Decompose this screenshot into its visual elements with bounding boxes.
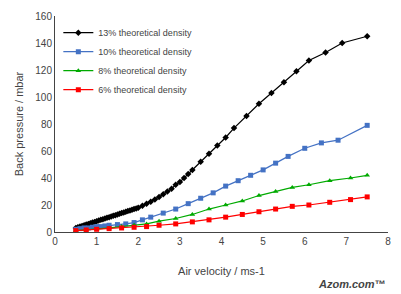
svg-text:5: 5 xyxy=(260,236,266,247)
svg-text:40: 40 xyxy=(41,173,53,184)
svg-text:4: 4 xyxy=(219,236,225,247)
svg-text:7: 7 xyxy=(344,236,350,247)
svg-text:60: 60 xyxy=(41,146,53,157)
svg-text:0: 0 xyxy=(52,236,58,247)
svg-text:3: 3 xyxy=(177,236,183,247)
svg-text:2: 2 xyxy=(135,236,141,247)
svg-text:8: 8 xyxy=(385,236,391,247)
svg-text:Azom.com™: Azom.com™ xyxy=(318,278,386,290)
svg-text:6% theoretical density: 6% theoretical density xyxy=(98,85,187,95)
svg-text:80: 80 xyxy=(41,119,53,130)
svg-text:100: 100 xyxy=(35,92,52,103)
svg-text:6: 6 xyxy=(302,236,308,247)
svg-text:Back pressure / mbar: Back pressure / mbar xyxy=(13,71,25,176)
svg-text:160: 160 xyxy=(35,11,52,22)
svg-text:10% theoretical density: 10% theoretical density xyxy=(98,47,192,57)
svg-text:13% theoretical density: 13% theoretical density xyxy=(98,28,192,38)
svg-text:0: 0 xyxy=(46,227,52,238)
svg-text:1: 1 xyxy=(94,236,100,247)
svg-text:Air velocity / ms-1: Air velocity / ms-1 xyxy=(178,265,265,277)
svg-text:20: 20 xyxy=(41,200,53,211)
svg-text:120: 120 xyxy=(35,65,52,76)
svg-text:8% theoretical density: 8% theoretical density xyxy=(98,66,187,76)
svg-text:140: 140 xyxy=(35,38,52,49)
